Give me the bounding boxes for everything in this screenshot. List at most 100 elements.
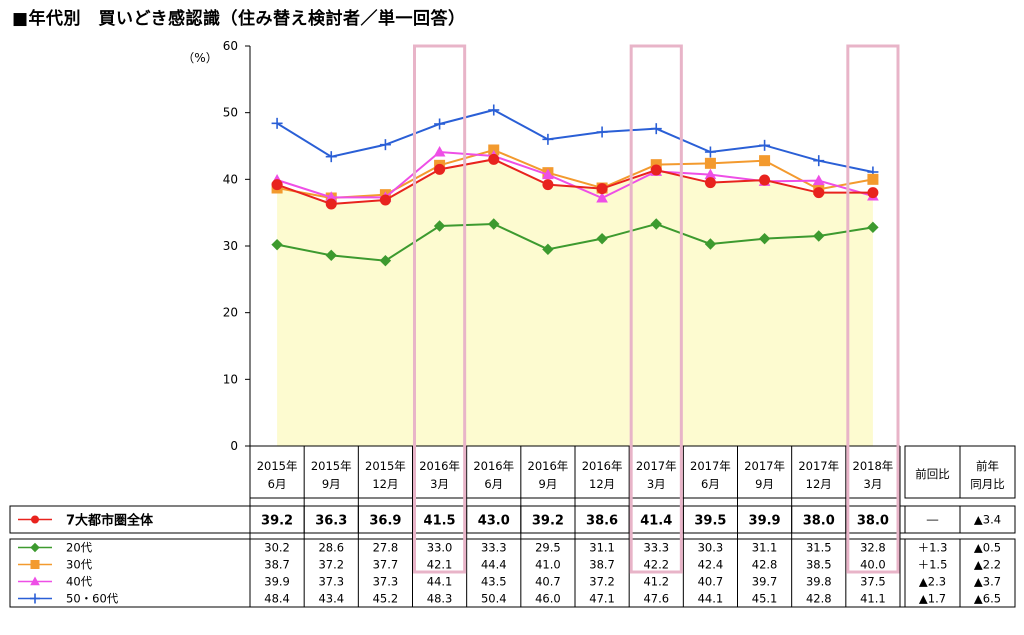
data-label: 38.7 <box>589 558 615 572</box>
data-label: 42.2 <box>643 558 669 572</box>
data-label: 39.9 <box>264 575 290 589</box>
legend-label: 50・60代 <box>66 592 119 606</box>
data-label: 41.5 <box>424 514 456 529</box>
data-label: 38.6 <box>586 514 618 529</box>
extra-col-header: 前年 <box>976 459 999 473</box>
data-label: 30.2 <box>264 541 290 555</box>
data-label: 40.7 <box>698 575 724 589</box>
extra-header-cell <box>959 445 1016 499</box>
category-label-month: 9月 <box>755 477 774 491</box>
y-tick-label: 0 <box>230 439 238 453</box>
data-label: 48.4 <box>264 592 290 606</box>
prev-year-value: ▲2.2 <box>974 558 1001 572</box>
data-label: 41.2 <box>643 575 669 589</box>
y-tick-label: 50 <box>223 106 238 120</box>
data-label: 41.0 <box>535 558 561 572</box>
area-fill <box>277 159 873 447</box>
data-label: 37.3 <box>318 575 344 589</box>
data-label: 43.4 <box>318 592 344 606</box>
data-label: 33.0 <box>427 541 453 555</box>
data-label: 37.3 <box>373 575 399 589</box>
category-label-year: 2017年 <box>798 459 839 473</box>
prev-year-value: ▲3.4 <box>974 513 1001 527</box>
legend-label: 7大都市圏全体 <box>66 513 154 529</box>
category-label-month: 12月 <box>806 477 832 491</box>
data-point <box>704 238 717 250</box>
category-label-year: 2016年 <box>582 459 623 473</box>
data-label: 47.1 <box>589 592 615 606</box>
prev-period-value: ＋1.5 <box>918 558 948 572</box>
category-label-year: 2015年 <box>365 459 406 473</box>
category-label-month: 9月 <box>322 477 341 491</box>
category-label-month: 6月 <box>268 477 287 491</box>
legend-label: 40代 <box>66 575 93 589</box>
data-label: 44.1 <box>698 592 724 606</box>
table-row-total <box>9 505 1016 534</box>
data-label: 40.0 <box>860 558 886 572</box>
data-label: 45.1 <box>752 592 778 606</box>
extra-col-header: 前回比 <box>915 467 950 481</box>
data-label: 42.8 <box>752 558 778 572</box>
category-label-year: 2016年 <box>473 459 514 473</box>
category-label-year: 2015年 <box>311 459 352 473</box>
prev-period-value: ▲1.7 <box>919 592 946 606</box>
category-label-month: 3月 <box>864 477 883 491</box>
category-label-year: 2017年 <box>636 459 677 473</box>
data-point <box>596 183 608 195</box>
data-point <box>379 254 392 267</box>
series-line <box>276 108 874 173</box>
data-point <box>488 153 500 165</box>
prev-period-value: ▲2.3 <box>919 575 946 589</box>
series-line <box>276 158 873 206</box>
data-point <box>758 232 771 245</box>
data-label: 32.8 <box>860 541 886 555</box>
data-label: 48.3 <box>427 592 453 606</box>
data-label: 43.5 <box>481 575 507 589</box>
data-label: 30.3 <box>698 541 724 555</box>
highlight-box <box>629 44 683 574</box>
data-label: 27.8 <box>373 541 399 555</box>
category-label-month: 6月 <box>701 477 720 491</box>
extra-col-header: 同月比 <box>970 477 1005 491</box>
data-label: 39.8 <box>806 575 832 589</box>
data-label: 31.1 <box>752 541 778 555</box>
data-point <box>434 163 446 175</box>
data-label: 41.1 <box>860 592 886 606</box>
category-label-month: 12月 <box>589 477 615 491</box>
data-label: 37.2 <box>318 558 344 572</box>
prev-period-value: ＋1.3 <box>918 541 948 555</box>
data-label: 36.3 <box>315 514 347 529</box>
y-tick-label: 30 <box>223 239 238 253</box>
data-point <box>379 194 391 206</box>
data-label: 42.4 <box>698 558 724 572</box>
data-label: 39.5 <box>694 514 726 529</box>
y-tick-label: 60 <box>223 39 238 53</box>
data-point <box>488 218 500 230</box>
category-label-year: 2017年 <box>690 459 731 473</box>
data-point <box>650 218 662 230</box>
legend-marker <box>30 560 40 569</box>
data-point <box>542 243 554 256</box>
data-label: 44.1 <box>427 575 453 589</box>
prev-year-value: ▲3.7 <box>974 575 1001 589</box>
data-point <box>325 249 337 262</box>
table-rows-box <box>9 538 1016 608</box>
category-label-year: 2016年 <box>528 459 569 473</box>
data-point <box>759 155 771 167</box>
data-label: 47.6 <box>643 592 669 606</box>
data-label: 38.0 <box>803 514 835 529</box>
y-tick-label: 10 <box>223 372 238 386</box>
data-point <box>867 187 879 199</box>
category-label-month: 3月 <box>430 477 449 491</box>
data-point <box>867 221 879 234</box>
data-label: 38.5 <box>806 558 832 572</box>
series-line <box>276 148 874 200</box>
category-label-year: 2018年 <box>853 459 894 473</box>
data-label: 33.3 <box>643 541 669 555</box>
category-label-month: 12月 <box>372 477 398 491</box>
data-point <box>271 238 283 251</box>
data-point <box>433 145 446 157</box>
data-label: 31.5 <box>806 541 832 555</box>
data-point <box>596 232 608 245</box>
highlight-box <box>413 44 467 574</box>
